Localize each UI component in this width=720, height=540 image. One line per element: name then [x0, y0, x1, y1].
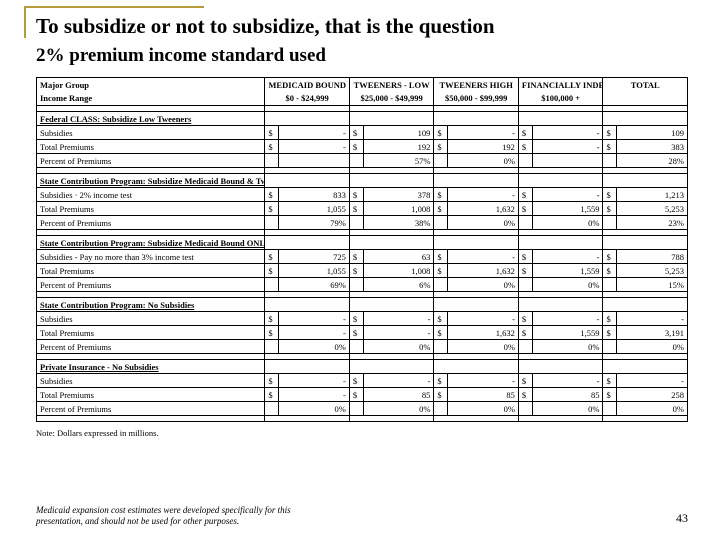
table-header-row: Major GroupMEDICAID BOUNDTWEENERS - LOWT…	[37, 78, 688, 92]
table-row: Subsidies - Pay no more than 3% income t…	[37, 250, 688, 264]
table-row: Percent of Premiums69%6%0%0%15%	[37, 278, 688, 292]
section-title-row: State Contribution Program: No Subsidies	[37, 298, 688, 312]
table-note: Note: Dollars expressed in millions.	[36, 428, 688, 438]
table-row: Total Premiums$-$-$1,632$1,559$3,191	[37, 326, 688, 340]
slide-content: To subsidize or not to subsidize, that i…	[0, 0, 720, 438]
spacer-row	[37, 416, 688, 422]
table-row: Total Premiums$-$85$85$85$258	[37, 388, 688, 402]
table-row: Subsidies · 2% income test$833$378$-$-$1…	[37, 188, 688, 202]
table-row: Total Premiums$1,055$1,008$1,632$1,559$5…	[37, 202, 688, 216]
table-row: Total Premiums$1,055$1,008$1,632$1,559$5…	[37, 264, 688, 278]
table-row: Percent of Premiums79%38%0%0%23%	[37, 216, 688, 230]
table-row: Total Premiums$-$192$192$-$383	[37, 140, 688, 154]
section-title-row: Private Insurance - No Subsidies	[37, 360, 688, 374]
disclaimer: Medicaid expansion cost estimates were d…	[36, 505, 316, 526]
table-row: Percent of Premiums57%0%28%	[37, 154, 688, 168]
table-row: Subsidies$-$109$-$-$109	[37, 126, 688, 140]
table-row: Percent of Premiums0%0%0%0%0%	[37, 402, 688, 416]
footer: Medicaid expansion cost estimates were d…	[36, 505, 688, 526]
section-title-row: State Contribution Program: Subsidize Me…	[37, 174, 688, 188]
table-header-row: Income Range$0 - $24,999$25,000 - $49,99…	[37, 92, 688, 106]
data-table: Major GroupMEDICAID BOUNDTWEENERS - LOWT…	[36, 77, 688, 422]
table-row: Percent of Premiums0%0%0%0%0%	[37, 340, 688, 354]
table-row: Subsidies$-$-$-$-$-	[37, 374, 688, 388]
page-subtitle: 2% premium income standard used	[36, 45, 688, 67]
accent-corner	[24, 6, 204, 38]
page-number: 43	[676, 511, 688, 526]
section-title-row: Federal CLASS: Subsidize Low Tweeners	[37, 112, 688, 126]
table-row: Subsidies$-$-$-$-$-	[37, 312, 688, 326]
section-title-row: State Contribution Program: Subsidize Me…	[37, 236, 688, 250]
